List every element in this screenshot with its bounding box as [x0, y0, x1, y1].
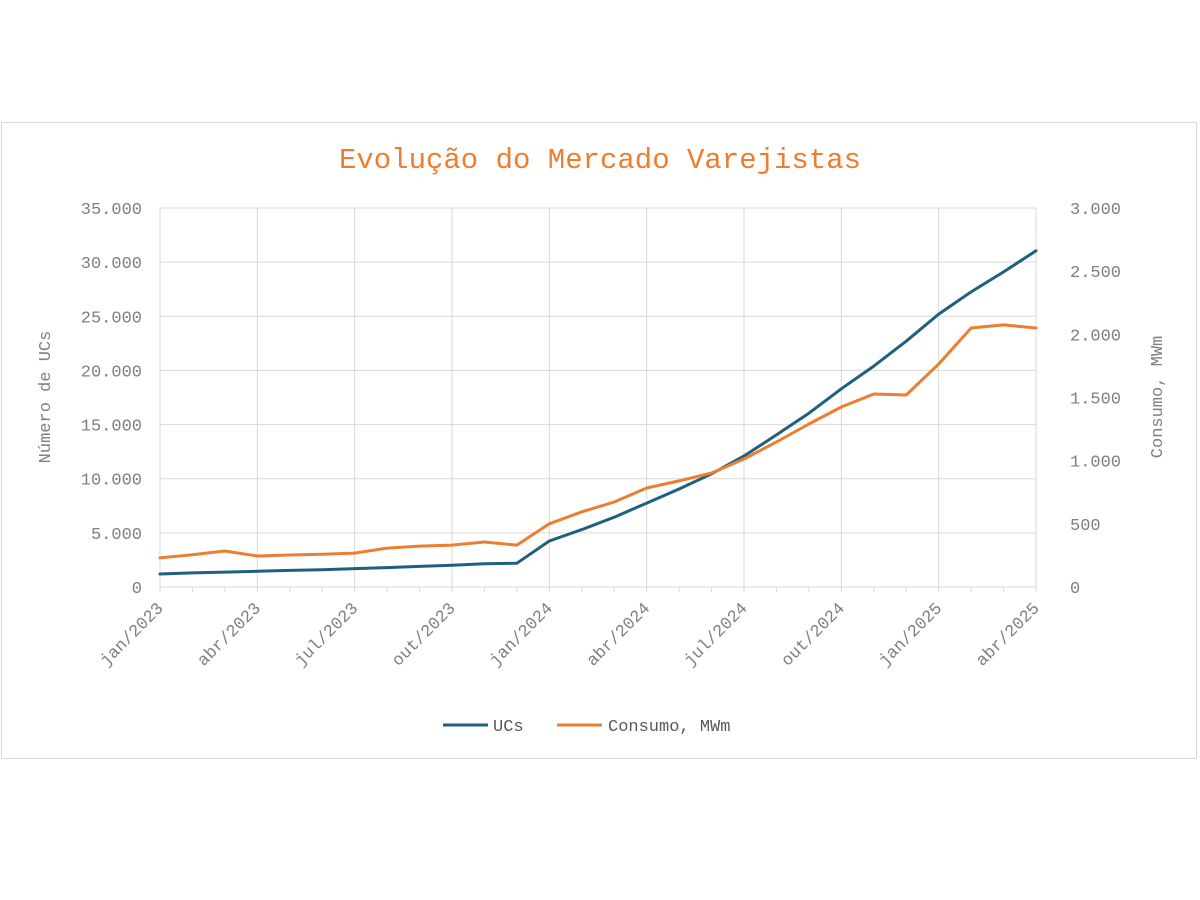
y2-tick-label: 2.500: [1070, 264, 1121, 283]
y-tick-label: 10.000: [81, 472, 142, 491]
y2-tick-label: 2.000: [1070, 327, 1121, 346]
gridlines: [159, 207, 1037, 588]
x-tick-label: out/2024: [778, 600, 849, 671]
x-tick-label: jul/2024: [681, 600, 752, 671]
x-tick-label: jan/2023: [97, 600, 168, 671]
y-tick-label: 0: [132, 580, 142, 599]
x-tick-label: jan/2024: [486, 600, 557, 671]
y-tick-label: 35.000: [81, 201, 142, 220]
series-line-consumo: [158, 323, 1038, 560]
x-tick-label: abr/2023: [194, 600, 265, 671]
y2-tick-label: 0: [1070, 580, 1080, 599]
y-tick-label: 25.000: [81, 309, 142, 328]
x-tick-label: abr/2024: [584, 600, 655, 671]
legend-label-ucs: UCs: [493, 718, 524, 737]
series-line-ucs: [158, 249, 1038, 576]
x-tick-label: out/2023: [389, 600, 460, 671]
y-tick-label: 15.000: [81, 418, 142, 437]
x-tick-label: abr/2025: [973, 600, 1044, 671]
y-axis-label: Número de UCs: [37, 331, 56, 464]
chart-frame: [1, 122, 1197, 759]
y2-tick-label: 3.000: [1070, 201, 1121, 220]
y2-tick-label: 1.000: [1070, 454, 1121, 473]
y2-axis-label: Consumo, MWm: [1149, 336, 1168, 458]
x-tick-label: jul/2023: [292, 600, 363, 671]
legend-label-consumo: Consumo, MWm: [608, 718, 730, 737]
legend: UCs Consumo, MWm: [443, 718, 730, 737]
y-tick-label: 20.000: [81, 363, 142, 382]
y-tick-label: 5.000: [91, 526, 142, 545]
y2-tick-label: 500: [1070, 517, 1101, 536]
chart-title: Evolução do Mercado Varejistas: [339, 144, 861, 177]
y-tick-label: 30.000: [81, 255, 142, 274]
x-tick-label: jan/2025: [876, 600, 947, 671]
y2-tick-label: 1.500: [1070, 391, 1121, 410]
